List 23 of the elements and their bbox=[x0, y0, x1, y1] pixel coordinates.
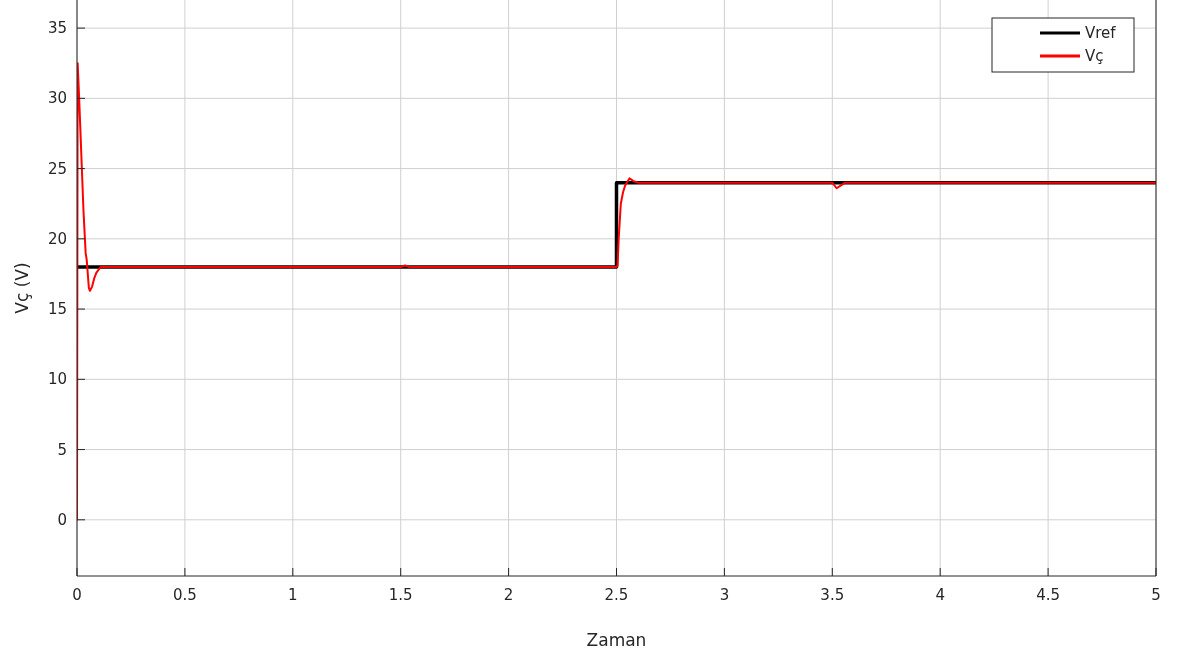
x-tick-label: 4 bbox=[935, 586, 945, 604]
x-axis-title: Zaman bbox=[586, 630, 647, 650]
x-tick-label: 5 bbox=[1151, 586, 1161, 604]
x-tick-label: 3 bbox=[719, 586, 730, 604]
x-tick-label: 0 bbox=[72, 586, 82, 604]
x-tick-label: 1 bbox=[288, 586, 298, 604]
x-tick-label: 2.5 bbox=[604, 586, 629, 604]
y-tick-label: 15 bbox=[47, 300, 67, 319]
legend-label: Vç bbox=[1085, 47, 1104, 65]
x-tick-label: 3.5 bbox=[820, 586, 845, 604]
y-tick-label: 25 bbox=[47, 159, 67, 178]
x-tick-label: 2 bbox=[503, 586, 514, 604]
x-tick-label: 4.5 bbox=[1036, 586, 1061, 604]
y-tick-label: 35 bbox=[47, 19, 67, 38]
y-tick-label: 0 bbox=[57, 510, 67, 529]
x-tick-label: 1.5 bbox=[388, 586, 413, 604]
y-tick-label: 10 bbox=[47, 370, 67, 389]
y-tick-label: 5 bbox=[57, 440, 67, 459]
y-axis-title: Vç (V) bbox=[12, 262, 32, 314]
legend-label: Vref bbox=[1085, 24, 1117, 42]
y-tick-label: 20 bbox=[47, 229, 67, 248]
y-tick-label: 30 bbox=[47, 89, 67, 108]
x-tick-label: 0.5 bbox=[172, 586, 197, 604]
